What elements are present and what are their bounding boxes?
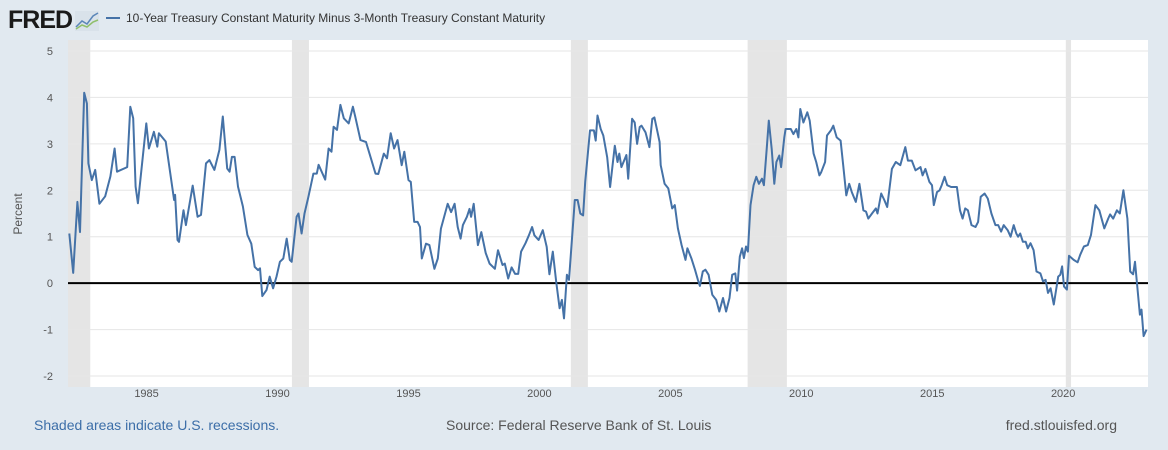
x-tick-label: 1985 — [134, 388, 158, 400]
logo-text: FRED — [8, 6, 73, 34]
line-chart: 5 4 3 2 1 0 -1 -2 1985 1990 1995 2000 2005 2010 2015 2… — [11, 40, 1148, 400]
x-tick-label: 2000 — [527, 388, 551, 400]
x-tick-label: 1990 — [265, 388, 289, 400]
x-tick-label: 2020 — [1051, 388, 1075, 400]
recession-note-link[interactable]: Shaded areas indicate U.S. recessions. — [34, 417, 280, 433]
fred-logo[interactable]: FRED — [8, 6, 100, 35]
y-tick-label: -2 — [43, 371, 53, 383]
series-line — [68, 91, 1148, 338]
source-text: Source: Federal Reserve Bank of St. Loui… — [446, 417, 712, 433]
x-tick-label: 2015 — [920, 388, 944, 400]
chart-legend: 10-Year Treasury Constant Maturity Minus… — [106, 11, 545, 25]
recession-band — [747, 40, 787, 387]
y-axis-ticks: 5 4 3 2 1 0 -1 -2 — [43, 46, 53, 383]
recession-band — [1065, 40, 1072, 387]
plot-background — [68, 40, 1148, 387]
x-tick-label: 2005 — [658, 388, 682, 400]
legend-line-swatch — [106, 17, 120, 19]
x-tick-label: 2010 — [789, 388, 813, 400]
y-tick-label: 1 — [47, 232, 53, 244]
site-link[interactable]: fred.stlouisfed.org — [1005, 417, 1117, 433]
legend-label: 10-Year Treasury Constant Maturity Minus… — [126, 11, 546, 25]
y-tick-label: 4 — [47, 92, 53, 104]
x-axis-ticks: 1985 1990 1995 2000 2005 2010 2015 2020 — [134, 388, 1075, 400]
recession-band — [291, 40, 309, 387]
y-tick-label: -1 — [43, 325, 53, 337]
x-tick-label: 1995 — [396, 388, 420, 400]
y-tick-label: 2 — [47, 185, 53, 197]
chart-logo-icon — [75, 10, 100, 31]
y-axis-label: Percent — [11, 193, 25, 235]
y-tick-label: 3 — [47, 139, 53, 151]
y-tick-label: 5 — [47, 46, 53, 58]
y-tick-label: 0 — [47, 278, 53, 290]
